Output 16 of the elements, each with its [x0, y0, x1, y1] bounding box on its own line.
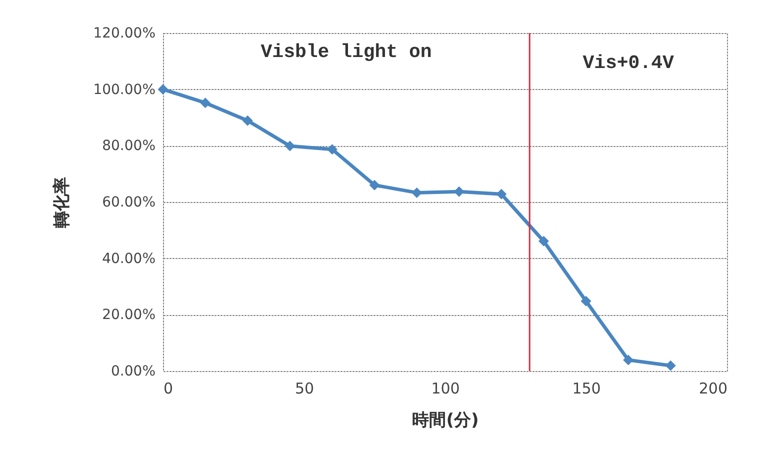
- x-axis-title: 時間(分): [412, 410, 479, 430]
- x-tick-label: 0: [164, 380, 174, 398]
- x-tick-label: 150: [572, 380, 601, 398]
- x-tick-label: 100: [431, 380, 460, 398]
- y-tick-label: 0.00%: [111, 364, 156, 380]
- y-axis-title: 轉化率: [52, 177, 72, 229]
- y-tick-label: 120.00%: [93, 26, 156, 42]
- x-tick-label: 200: [698, 380, 728, 398]
- y-tick-label: 20.00%: [102, 307, 156, 324]
- annotation: Visble light on: [260, 41, 432, 63]
- y-tick-label: 40.00%: [102, 250, 156, 267]
- annotation: Vis+0.4V: [582, 52, 675, 74]
- y-tick-label: 60.00%: [102, 194, 156, 210]
- y-tick-label: 100.00%: [93, 82, 156, 98]
- x-tick-label: 50: [294, 380, 314, 398]
- y-tick-label: 80.00%: [102, 138, 156, 154]
